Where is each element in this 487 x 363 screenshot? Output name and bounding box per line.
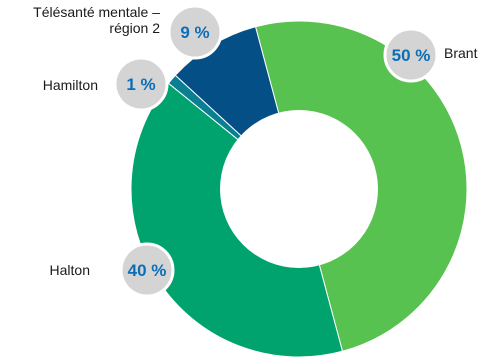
- category-label-brant: Brant: [444, 45, 478, 61]
- value-label-halton: 40 %: [128, 261, 167, 280]
- category-label-halton: Halton: [50, 262, 90, 278]
- value-badge-halton: [119, 242, 175, 298]
- value-label-hamilton: 1 %: [126, 75, 155, 94]
- value-label-brant: 50 %: [392, 46, 431, 65]
- value-badge-t-l-sant-mentale-r-gion-2: [167, 4, 223, 60]
- donut-hole: [220, 110, 378, 268]
- category-label-hamilton: Hamilton: [43, 77, 98, 93]
- value-label-t-l-sant-mentale-r-gion-2: 9 %: [180, 23, 209, 42]
- value-badge-brant: [383, 27, 439, 83]
- labels-layer: 50 % Brant 40 % Halton 1 % Hamilton 9 % Télésan…: [33, 4, 478, 298]
- value-badge-hamilton: [113, 56, 169, 112]
- category-label-t-l-sant-mentale-r-gion-2: Télésanté mentale – région 2: [33, 4, 160, 36]
